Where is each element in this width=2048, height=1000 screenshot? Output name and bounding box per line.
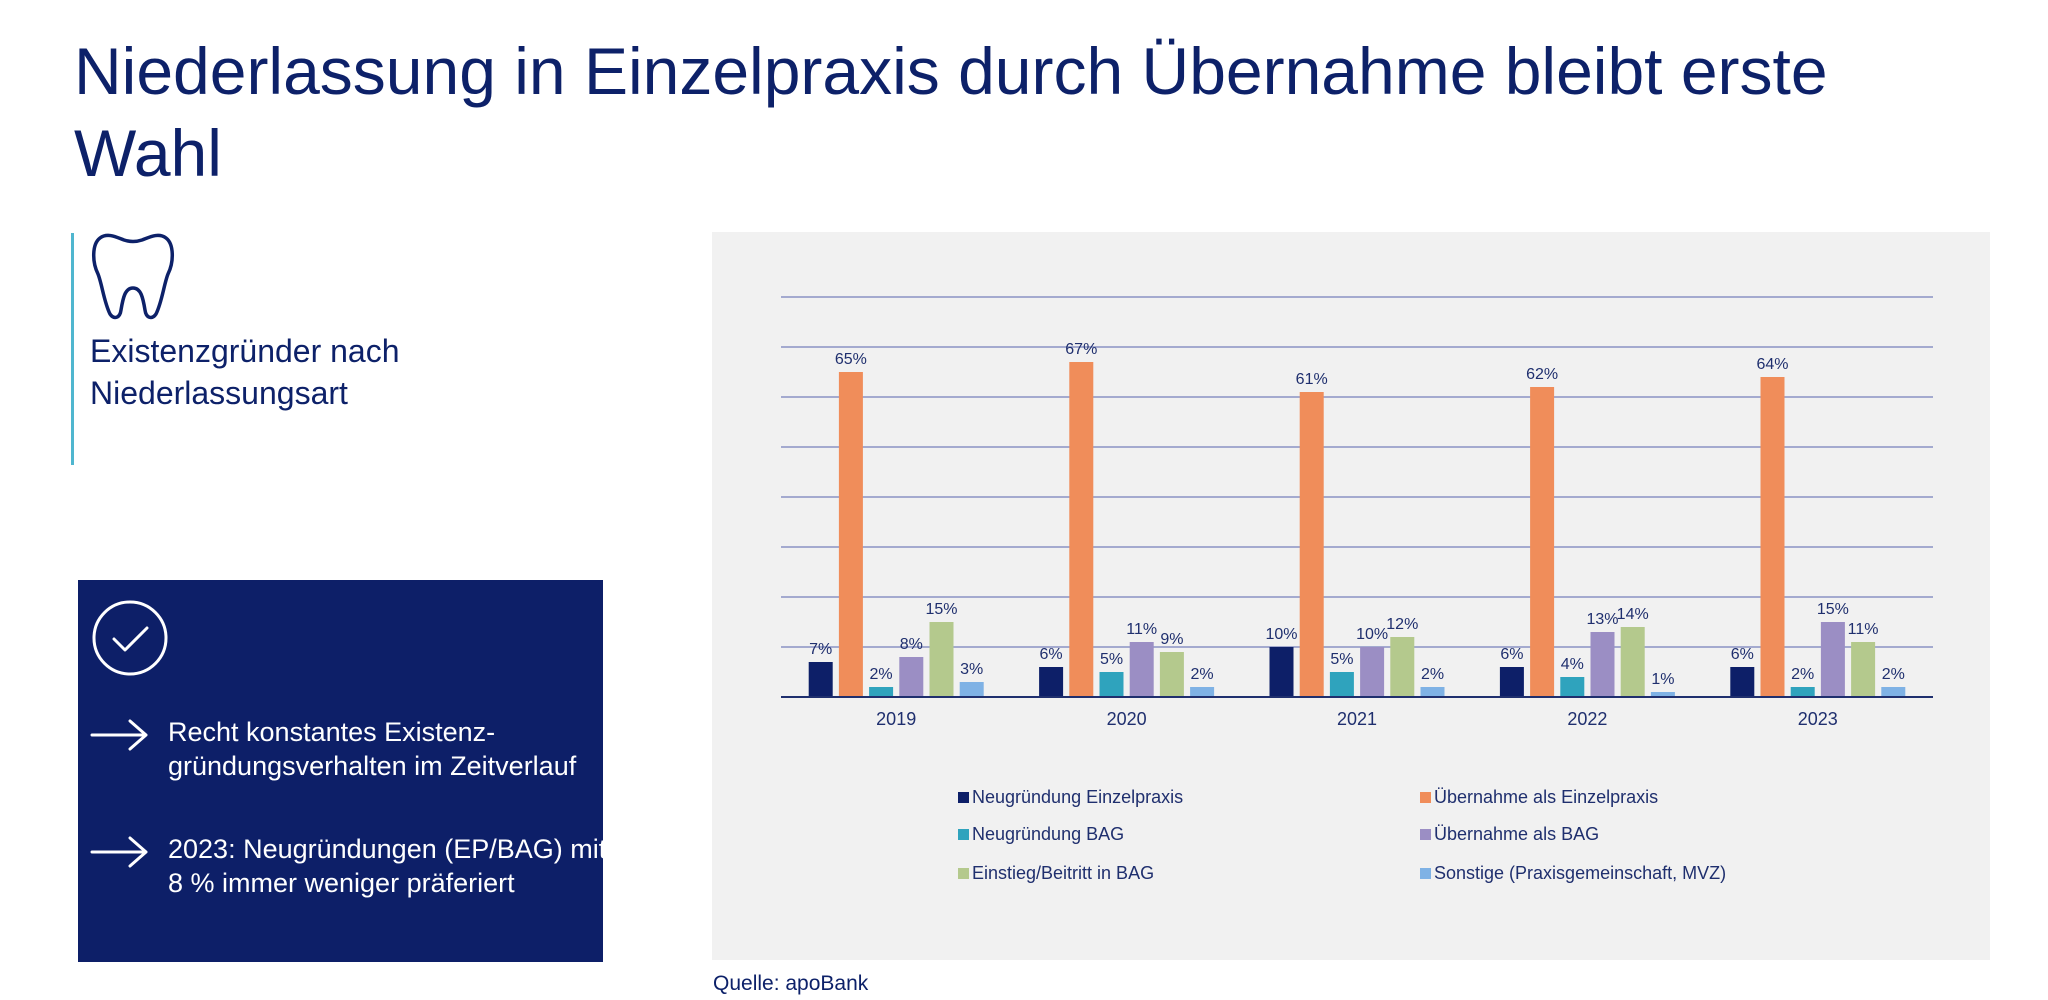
bar — [1299, 392, 1324, 697]
data-label: 6% — [1500, 646, 1523, 663]
data-label: 12% — [1386, 616, 1418, 633]
bar — [1360, 647, 1385, 697]
source-note: Quelle: apoBank — [713, 972, 869, 995]
data-label: 7% — [809, 641, 832, 658]
data-label: 67% — [1065, 341, 1097, 358]
legend-swatch — [958, 829, 969, 840]
legend-label: Neugründung BAG — [972, 824, 1125, 844]
bar — [869, 687, 894, 697]
data-label: 1% — [1651, 671, 1674, 688]
bar — [808, 662, 833, 697]
legend-item: Neugründung BAG — [958, 824, 1124, 845]
bar — [1650, 692, 1675, 697]
bar — [1269, 647, 1294, 697]
arrow-right-icon — [90, 719, 148, 751]
bar — [1420, 687, 1445, 697]
data-label: 64% — [1756, 356, 1788, 373]
legend-swatch — [958, 868, 969, 879]
data-label: 10% — [1265, 626, 1297, 643]
data-label: 2% — [1421, 666, 1444, 683]
legend-swatch — [958, 792, 969, 803]
legend-item: Neugründung Einzelpraxis — [958, 787, 1183, 808]
bar-chart: 7%65%2%8%15%3%20196%67%5%11%9%2%202010%6… — [781, 296, 1933, 729]
data-label: 4% — [1561, 656, 1584, 673]
subtitle-line-2: Niederlassungsart — [90, 375, 348, 411]
bar — [959, 682, 984, 697]
tooth-icon — [92, 233, 174, 320]
legend-item: Übernahme als Einzelpraxis — [1420, 787, 1658, 808]
data-label: 2% — [870, 666, 893, 683]
finding-text: Recht konstantes Existenz-gründungsverha… — [168, 717, 577, 781]
data-label: 14% — [1617, 606, 1649, 623]
data-label: 2% — [1191, 666, 1214, 683]
data-label: 13% — [1586, 611, 1618, 628]
data-label: 15% — [925, 601, 957, 618]
x-tick-label: 2023 — [1798, 709, 1838, 729]
bar — [1590, 632, 1615, 697]
chart-subtitle: Existenzgründer nach Niederlassungsart — [90, 330, 590, 414]
legend-item: Übernahme als BAG — [1420, 824, 1599, 845]
data-label: 6% — [1040, 646, 1063, 663]
x-tick-label: 2020 — [1107, 709, 1147, 729]
chart-panel: 7% 65% 2% 8% 15% 3% 2019 6% 67% 5% 11% 9% 2% 2020 10% 6… — [712, 232, 1990, 960]
finding-text: 2023: Neugründungen (EP/BAG) mit 8 % imm… — [168, 834, 607, 898]
bar — [1039, 667, 1064, 697]
data-label: 2% — [1791, 666, 1814, 683]
legend-item: Sonstige (Praxisgemeinschaft, MVZ) — [1420, 863, 1726, 884]
bar — [1881, 687, 1906, 697]
bar — [1069, 362, 1094, 697]
bar — [1329, 672, 1354, 697]
bar — [838, 372, 863, 697]
arrow-right-icon — [90, 836, 148, 868]
bar — [1159, 652, 1184, 697]
data-label: 2% — [1882, 666, 1905, 683]
legend-label: Neugründung Einzelpraxis — [972, 787, 1184, 807]
data-label: 8% — [900, 636, 923, 653]
key-findings-box: Recht konstantes Existenz-gründungsverha… — [78, 580, 606, 962]
data-label: 65% — [835, 351, 867, 368]
legend-label: Sonstige (Praxisgemeinschaft, MVZ) — [1434, 863, 1727, 883]
bar — [1390, 637, 1415, 697]
bar — [1790, 687, 1815, 697]
legend-swatch — [1420, 829, 1431, 840]
page-title: Niederlassung in Einzelpraxis durch Über… — [74, 34, 1828, 190]
accent-rule — [71, 233, 74, 465]
x-tick-label: 2019 — [876, 709, 916, 729]
data-label: 9% — [1160, 631, 1183, 648]
bar — [1190, 687, 1215, 697]
bar — [1820, 622, 1845, 697]
bar — [1499, 667, 1524, 697]
data-label: 11% — [1126, 621, 1157, 638]
legend-label: Übernahme als Einzelpraxis — [1434, 787, 1659, 807]
bar — [1760, 377, 1785, 697]
data-label: 3% — [960, 661, 983, 678]
bar — [1620, 627, 1645, 697]
legend-swatch — [1420, 868, 1431, 879]
data-label: 6% — [1731, 646, 1754, 663]
bar — [929, 622, 954, 697]
legend-label: Einstieg/Beitritt in BAG — [972, 863, 1155, 883]
data-label: 11% — [1848, 621, 1879, 638]
x-tick-label: 2021 — [1337, 709, 1377, 729]
legend-swatch — [1420, 792, 1431, 803]
bar — [1560, 677, 1585, 697]
checkmark-circle-icon — [92, 600, 168, 676]
data-label: 15% — [1817, 601, 1849, 618]
data-label: 62% — [1526, 366, 1558, 383]
bar — [1530, 387, 1555, 697]
data-label: 5% — [1100, 651, 1123, 668]
data-label: 61% — [1296, 371, 1328, 388]
bar — [899, 657, 924, 697]
bar — [1730, 667, 1755, 697]
bar — [1099, 672, 1124, 697]
bar — [1129, 642, 1154, 697]
data-label: 10% — [1356, 626, 1388, 643]
bar — [1851, 642, 1876, 697]
legend-item: Einstieg/Beitritt in BAG — [958, 863, 1154, 884]
subtitle-line-1: Existenzgründer nach — [90, 333, 400, 369]
x-tick-label: 2022 — [1567, 709, 1607, 729]
data-label: 5% — [1330, 651, 1353, 668]
legend-label: Übernahme als BAG — [1434, 824, 1600, 844]
